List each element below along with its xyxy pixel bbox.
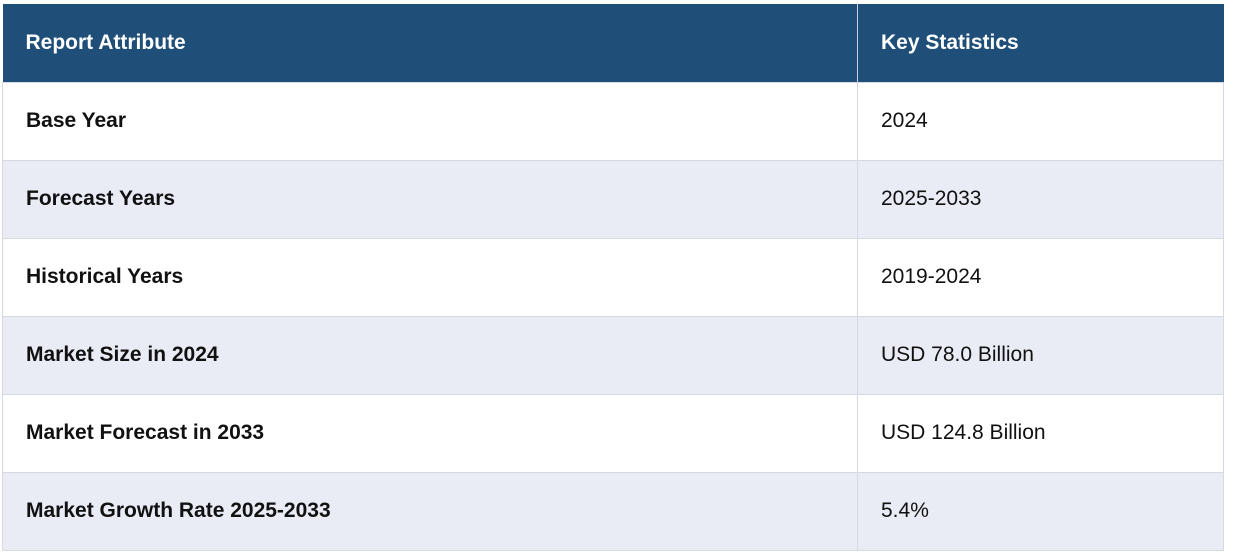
table-body: Base Year 2024 Forecast Years 2025-2033 … [2, 81, 1224, 551]
row-value: 2024 [857, 81, 1224, 161]
header-key-statistics: Key Statistics [857, 4, 1224, 82]
table-row: Market Growth Rate 2025-2033 5.4% [2, 471, 1224, 551]
report-table-container: Report Attribute Key Statistics Base Yea… [2, 4, 1224, 551]
row-value: USD 124.8 Billion [857, 393, 1224, 473]
row-value: 2019-2024 [857, 237, 1224, 317]
row-attribute: Market Growth Rate 2025-2033 [2, 471, 858, 551]
row-value: USD 78.0 Billion [857, 315, 1224, 395]
row-attribute: Base Year [2, 81, 858, 161]
table-row: Market Size in 2024 USD 78.0 Billion [2, 315, 1224, 395]
table-row: Base Year 2024 [2, 81, 1224, 161]
table-header: Report Attribute Key Statistics [2, 4, 1224, 82]
row-value: 5.4% [857, 471, 1224, 551]
row-attribute: Market Forecast in 2033 [2, 393, 858, 473]
table-row: Market Forecast in 2033 USD 124.8 Billio… [2, 393, 1224, 473]
row-value: 2025-2033 [857, 159, 1224, 239]
row-attribute: Market Size in 2024 [2, 315, 858, 395]
row-attribute: Historical Years [2, 237, 858, 317]
row-attribute: Forecast Years [2, 159, 858, 239]
header-report-attribute: Report Attribute [2, 4, 858, 82]
table-row: Historical Years 2019-2024 [2, 237, 1224, 317]
header-row: Report Attribute Key Statistics [2, 4, 1224, 82]
table-row: Forecast Years 2025-2033 [2, 159, 1224, 239]
report-attributes-table: Report Attribute Key Statistics Base Yea… [2, 4, 1224, 551]
